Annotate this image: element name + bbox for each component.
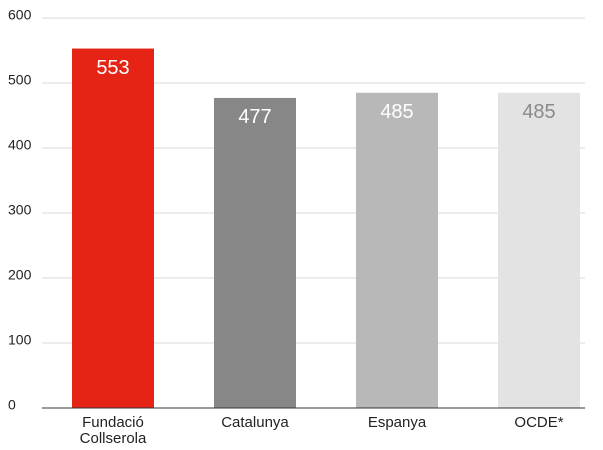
y-tick-label: 300 [8, 202, 32, 218]
y-tick-label: 400 [8, 137, 32, 153]
x-tick-label: OCDE* [514, 414, 564, 431]
y-tick-label: 600 [8, 7, 32, 23]
x-tick-label: Catalunya [221, 414, 289, 431]
bar [72, 48, 154, 409]
x-tick-label: Fundació Collserola [79, 414, 147, 447]
y-tick-label: 100 [8, 332, 32, 348]
y-tick-label: 500 [8, 72, 32, 88]
y-tick-label: 0 [8, 397, 16, 413]
bar [356, 92, 438, 408]
bar [498, 92, 580, 408]
y-tick-label: 200 [8, 267, 32, 283]
value-label: 485 [522, 101, 555, 123]
value-label: 477 [238, 106, 271, 128]
value-label: 553 [96, 57, 129, 79]
bar [214, 97, 296, 408]
value-label: 485 [380, 101, 413, 123]
x-tick-label: Espanya [367, 414, 427, 431]
